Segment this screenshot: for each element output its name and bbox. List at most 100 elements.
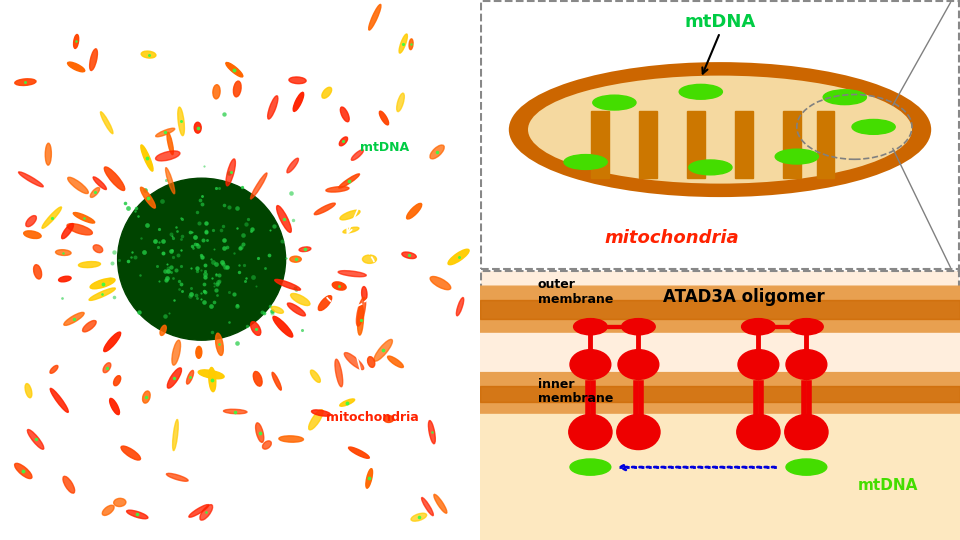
Ellipse shape (156, 128, 175, 137)
Point (229, 301, 245, 309)
FancyBboxPatch shape (481, 271, 959, 539)
Point (197, 269, 212, 278)
Point (174, 234, 189, 243)
Ellipse shape (308, 410, 324, 430)
Ellipse shape (430, 276, 451, 289)
Point (235, 230, 251, 239)
Ellipse shape (287, 303, 305, 316)
Point (208, 269, 224, 278)
Ellipse shape (293, 92, 303, 111)
Point (171, 276, 186, 285)
Point (130, 212, 145, 220)
Ellipse shape (448, 249, 469, 265)
Point (267, 221, 282, 230)
Ellipse shape (273, 316, 293, 337)
Point (294, 326, 309, 334)
Point (221, 169, 236, 178)
Ellipse shape (141, 145, 153, 171)
Point (127, 252, 142, 261)
Ellipse shape (434, 494, 447, 513)
Ellipse shape (290, 256, 301, 262)
Point (169, 226, 184, 235)
Point (130, 510, 145, 519)
Ellipse shape (189, 504, 208, 517)
Point (148, 237, 163, 245)
Point (262, 226, 277, 234)
Point (375, 346, 391, 355)
Point (232, 243, 248, 252)
Ellipse shape (369, 4, 381, 30)
Point (276, 215, 292, 224)
Ellipse shape (351, 150, 364, 160)
Point (159, 259, 175, 268)
Ellipse shape (339, 137, 348, 146)
Point (149, 262, 164, 271)
Point (161, 309, 177, 318)
Point (137, 186, 153, 194)
Ellipse shape (42, 207, 61, 228)
Ellipse shape (786, 350, 827, 379)
Ellipse shape (272, 306, 283, 313)
Point (216, 109, 231, 118)
Point (190, 123, 205, 132)
Ellipse shape (103, 505, 114, 516)
Ellipse shape (343, 227, 359, 233)
Ellipse shape (374, 339, 393, 361)
Point (168, 266, 183, 274)
Point (231, 267, 247, 276)
Ellipse shape (93, 177, 107, 190)
Point (342, 177, 357, 185)
Point (206, 279, 222, 287)
Text: inner
membrane: inner membrane (538, 377, 613, 406)
Point (331, 282, 347, 291)
Point (156, 237, 171, 245)
Ellipse shape (178, 107, 184, 136)
Point (248, 324, 263, 333)
Point (219, 262, 234, 271)
Ellipse shape (255, 423, 264, 442)
Ellipse shape (216, 333, 224, 355)
Point (288, 255, 303, 264)
Point (210, 278, 226, 286)
Point (261, 251, 276, 259)
Ellipse shape (14, 79, 36, 85)
Ellipse shape (208, 367, 216, 392)
Ellipse shape (67, 62, 84, 72)
Ellipse shape (186, 370, 194, 384)
Ellipse shape (738, 350, 779, 379)
Point (237, 276, 252, 285)
Point (239, 274, 254, 283)
Point (182, 292, 198, 301)
Ellipse shape (200, 504, 212, 520)
Point (233, 242, 249, 251)
Point (212, 184, 228, 193)
Point (160, 267, 176, 276)
Ellipse shape (325, 187, 349, 192)
Ellipse shape (335, 359, 343, 387)
Ellipse shape (127, 510, 148, 519)
Ellipse shape (89, 288, 115, 300)
Point (204, 254, 219, 263)
Point (353, 315, 369, 324)
Point (199, 227, 214, 236)
Point (192, 195, 207, 204)
Ellipse shape (339, 174, 359, 188)
Point (189, 294, 204, 302)
Point (208, 271, 224, 279)
Ellipse shape (379, 111, 389, 125)
Point (195, 192, 210, 200)
Point (199, 508, 214, 517)
Text: mitochondria: mitochondria (605, 228, 739, 247)
Point (157, 312, 173, 321)
Point (275, 237, 290, 246)
Text: mtDNA: mtDNA (858, 478, 918, 494)
Point (198, 266, 213, 275)
Point (165, 233, 180, 242)
Point (236, 260, 252, 269)
Point (188, 291, 204, 300)
Ellipse shape (103, 363, 110, 373)
Ellipse shape (24, 231, 41, 239)
Point (132, 308, 147, 317)
Ellipse shape (101, 112, 113, 134)
Point (182, 228, 198, 237)
